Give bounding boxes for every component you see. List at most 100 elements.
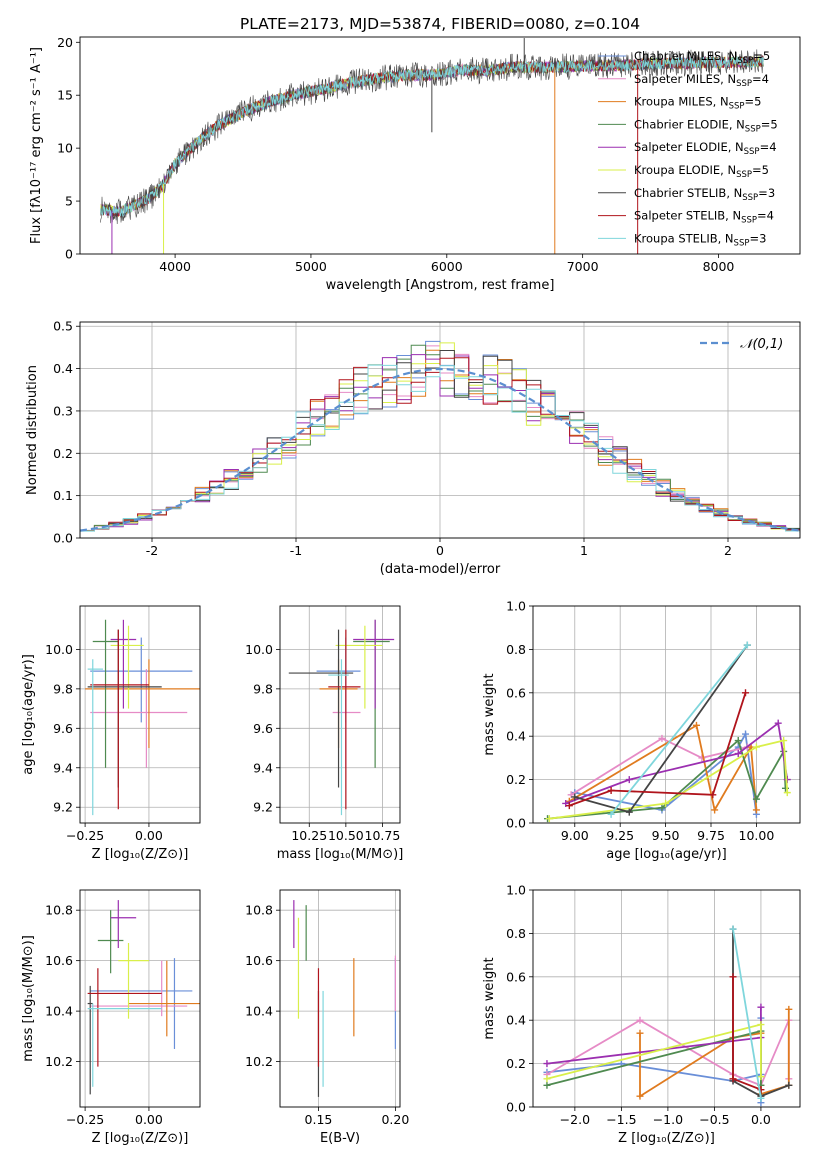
panel-age-vs-metallicity: −0.25 0.00 9.2 9.4 9.6 9.8 10.0 Z [log₁₀(Z/Z⊙)]…: [21, 605, 201, 862]
y-tick-label: 9.2: [53, 800, 73, 815]
y-tick-label: 10.6: [45, 953, 73, 968]
x-axis-label: mass [log₁₀(M/M⊙)]: [277, 847, 404, 862]
y-tick-label: 10.2: [245, 1054, 273, 1069]
y-tick-label: 0.6: [506, 685, 526, 700]
x-axis-label: Z [log₁₀(Z/Z⊙)]: [92, 1131, 189, 1146]
x-tick-label: 1: [580, 543, 588, 558]
x-axis-label: (data-model)/error: [380, 562, 501, 577]
weight-line: [546, 1023, 762, 1080]
plot-area: [87, 900, 200, 1095]
panel-mass-vs-extinction: 0.15 0.20 10.2 10.4 10.6 10.8 E(B-V): [245, 889, 409, 1146]
y-tick-label: 0.0: [506, 816, 526, 831]
weight-marker: [734, 750, 742, 758]
x-tick-label: −0.25: [66, 1112, 104, 1127]
errorbar-point: [87, 1003, 162, 1087]
x-tick-label: 9.00: [561, 828, 589, 843]
weight-series: [565, 689, 750, 810]
x-axis-label: Z [log₁₀(Z/Z⊙)]: [618, 1131, 715, 1146]
weight-series: [545, 737, 791, 823]
x-tick-label: 5000: [295, 259, 327, 274]
y-tick-label: 9.4: [253, 760, 273, 775]
legend-model-name: Chabrier ELODIE: [634, 117, 729, 131]
weight-marker: [625, 776, 633, 784]
axes-frame: [79, 321, 801, 539]
weight-marker: [729, 973, 737, 981]
y-tick-label: 20: [57, 35, 73, 50]
weight-marker: [729, 1075, 737, 1083]
weight-marker: [785, 1081, 793, 1089]
y-axis-label: Flux [fλ10⁻¹⁷ erg cm⁻² s⁻¹ A⁻¹]: [29, 47, 44, 244]
legend-nssp: 4: [762, 72, 769, 86]
y-tick-label: 10.6: [245, 953, 273, 968]
legend-nssp: 4: [767, 209, 774, 223]
spectrum-line: [100, 49, 764, 225]
x-tick-label: −1.0: [653, 1112, 683, 1127]
plot-area: [293, 900, 396, 1097]
weight-marker: [607, 810, 615, 818]
plot-area: [544, 641, 791, 823]
weight-marker: [774, 719, 782, 727]
errorbar-point: [110, 625, 144, 709]
errorbar-point: [87, 968, 162, 1067]
legend-model-name: Kroupa STELIB: [634, 231, 718, 245]
y-tick-label: 9.6: [53, 721, 73, 736]
weight-line: [732, 928, 762, 1099]
plot-area: [80, 340, 800, 534]
x-tick-label: 8000: [703, 259, 735, 274]
panel-mass-vs-metallicity: −0.25 0.00 10.2 10.4 10.6 10.8 Z [log₁₀(Z/Z⊙)]…: [21, 889, 201, 1146]
x-axis-label: Z [log₁₀(Z/Z⊙)]: [92, 847, 189, 862]
y-tick-label: 0.8: [506, 642, 526, 657]
weight-marker: [571, 793, 579, 801]
y-tick-label: 0.2: [506, 1056, 526, 1071]
y-tick-label: 0.3: [53, 403, 73, 418]
legend-entry: Salpeter ELODIE, NSSP=4: [634, 140, 777, 157]
x-tick-label: −0.25: [66, 828, 104, 843]
y-tick-label: 10.0: [245, 642, 273, 657]
y-tick-label: 1.0: [506, 883, 526, 898]
weight-series: [565, 721, 760, 814]
errorbar-point: [353, 619, 395, 709]
x-tick-label: 0.00: [135, 828, 163, 843]
errorbar-point: [90, 637, 193, 723]
y-tick-label: 9.4: [53, 760, 73, 775]
weight-marker: [709, 791, 717, 799]
weight-series: [729, 925, 765, 1102]
weight-marker: [625, 808, 633, 816]
errorbar-point: [288, 629, 354, 788]
weight-marker: [752, 743, 760, 751]
errorbar-point: [87, 659, 103, 816]
legend-nssp: 3: [768, 186, 775, 200]
weight-marker: [783, 789, 791, 797]
weight-marker: [734, 737, 742, 745]
panel-spectrum: 4000 5000 6000 7000 8000 0 5 10 15 20 wavelength […: [29, 35, 801, 293]
weight-marker: [757, 1073, 765, 1081]
weight-marker: [743, 641, 751, 649]
y-tick-label: 9.6: [253, 721, 273, 736]
legend-nssp: 5: [770, 117, 777, 131]
x-tick-label: 0: [436, 543, 444, 558]
y-tick-label: 0.6: [506, 969, 526, 984]
y-tick-label: 9.8: [53, 681, 73, 696]
plot-area: [288, 619, 395, 816]
x-tick-label: 0.00: [135, 1112, 163, 1127]
y-tick-label: 0.0: [506, 1100, 526, 1115]
axes-frame: [79, 605, 201, 824]
x-tick-label: 7000: [567, 259, 599, 274]
y-tick-label: 0.4: [506, 729, 526, 744]
errorbar-point: [90, 669, 188, 768]
residual-histogram: [80, 364, 800, 534]
y-tick-label: 10.2: [45, 1054, 73, 1069]
y-tick-label: 10.4: [245, 1004, 273, 1019]
y-tick-label: 0.5: [53, 319, 73, 334]
legend-model-name: Kroupa ELODIE: [634, 163, 720, 177]
axes-frame: [279, 605, 401, 824]
errorbar-point: [353, 619, 390, 768]
legend-entry: Kroupa MILES, NSSP=5: [634, 95, 761, 112]
axes-frame: [279, 889, 401, 1108]
x-axis-label: age [log₁₀(age/yr)]: [606, 847, 727, 862]
x-tick-label: 0.0: [751, 1112, 771, 1127]
x-tick-label: 10.00: [739, 828, 775, 843]
weight-marker: [658, 804, 666, 812]
y-tick-label: 9.2: [253, 800, 273, 815]
